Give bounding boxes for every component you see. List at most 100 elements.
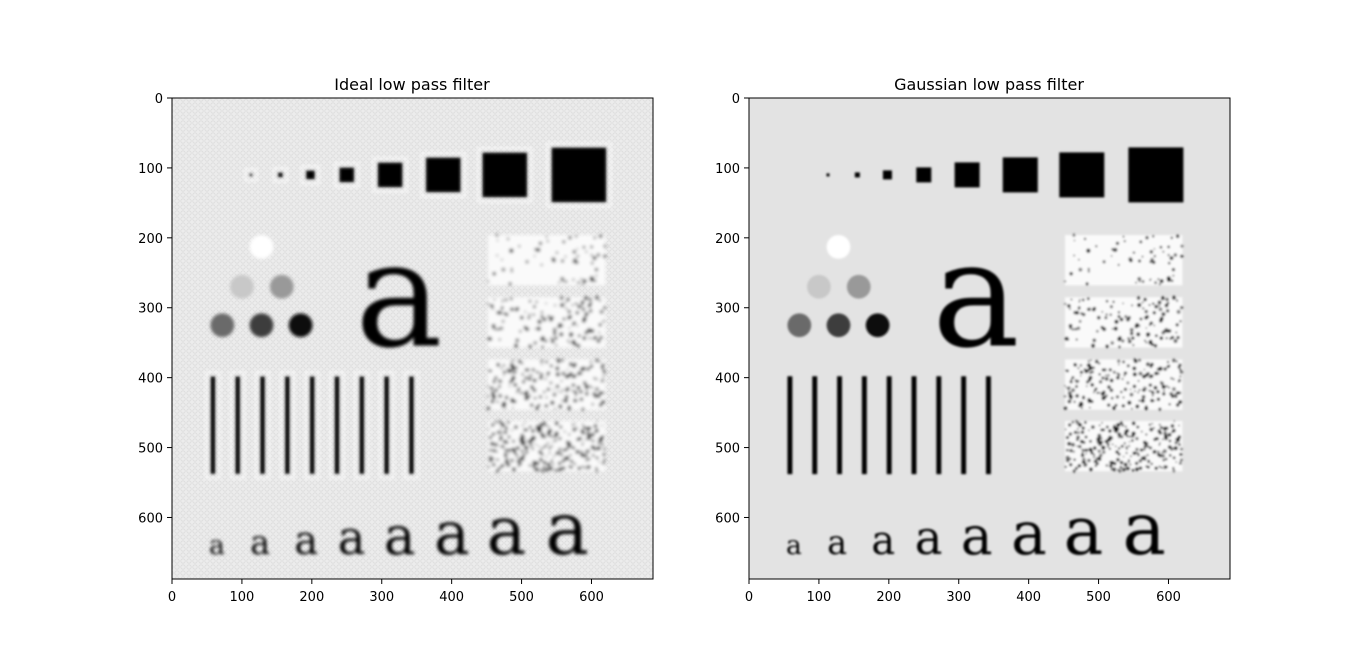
circle-4 bbox=[210, 313, 235, 338]
circle-5 bbox=[826, 313, 851, 338]
bar-7 bbox=[936, 376, 942, 475]
axes-frame bbox=[171, 97, 654, 580]
x-tick-label: 500 bbox=[509, 590, 534, 605]
x-tick-label: 400 bbox=[439, 590, 464, 605]
bar-5 bbox=[309, 376, 315, 475]
small-letter-2: a bbox=[250, 523, 270, 562]
x-tick-label: 300 bbox=[369, 590, 394, 605]
small-letter-1: a bbox=[209, 530, 225, 561]
square-4 bbox=[339, 167, 355, 183]
small-letter-8: a bbox=[545, 487, 589, 572]
circle-3 bbox=[846, 274, 871, 299]
x-tick-label: 200 bbox=[299, 590, 324, 605]
bar-3 bbox=[837, 376, 842, 475]
small-letter-7: a bbox=[487, 492, 527, 570]
x-tick-label: 100 bbox=[229, 590, 254, 605]
large-letter: a bbox=[932, 209, 1020, 380]
y-tick-label: 0 bbox=[155, 92, 163, 107]
bar-3 bbox=[260, 376, 265, 475]
x-tick-label: 0 bbox=[168, 590, 176, 605]
bar-5 bbox=[886, 376, 892, 475]
y-tick-label: 600 bbox=[138, 511, 163, 526]
y-tick-label: 200 bbox=[715, 232, 740, 247]
x-tick-label: 0 bbox=[745, 590, 753, 605]
x-tick-label: 600 bbox=[579, 590, 604, 605]
bar-8 bbox=[384, 376, 390, 475]
square-7 bbox=[482, 152, 528, 198]
bar-1 bbox=[210, 376, 216, 475]
y-tick-label: 100 bbox=[138, 162, 163, 177]
small-letter-8: a bbox=[1122, 487, 1166, 572]
square-7 bbox=[1059, 152, 1105, 198]
y-tick-label: 0 bbox=[732, 92, 740, 107]
circle-4 bbox=[787, 313, 812, 338]
bar-6 bbox=[911, 376, 917, 475]
x-tick-label: 500 bbox=[1086, 590, 1111, 605]
noise-rect-3 bbox=[486, 358, 607, 411]
bar-7 bbox=[359, 376, 365, 475]
y-tick-label: 300 bbox=[715, 302, 740, 317]
bar-6 bbox=[334, 376, 340, 475]
noise-rect-1 bbox=[486, 233, 607, 286]
square-1 bbox=[249, 173, 253, 177]
circle-1 bbox=[249, 235, 274, 259]
square-5 bbox=[377, 162, 403, 188]
square-2 bbox=[854, 172, 860, 178]
small-letter-7: a bbox=[1064, 492, 1104, 570]
x-tick-label: 100 bbox=[806, 590, 831, 605]
axes-frame bbox=[748, 97, 1231, 580]
y-tick-label: 600 bbox=[715, 511, 740, 526]
bar-9 bbox=[409, 376, 414, 475]
bar-4 bbox=[284, 376, 290, 475]
square-1 bbox=[826, 173, 830, 177]
y-tick-label: 200 bbox=[138, 232, 163, 247]
bar-8 bbox=[961, 376, 967, 475]
noise-rect-2 bbox=[486, 295, 607, 349]
y-tick-label: 400 bbox=[715, 372, 740, 387]
square-8 bbox=[551, 147, 607, 203]
square-8 bbox=[1128, 147, 1184, 203]
noise-rect-4 bbox=[1064, 420, 1184, 473]
circle-3 bbox=[269, 274, 294, 299]
square-3 bbox=[305, 170, 315, 180]
small-letter-6: a bbox=[1011, 500, 1047, 569]
small-letter-6: a bbox=[434, 500, 470, 569]
square-6 bbox=[1002, 157, 1038, 193]
circle-1 bbox=[826, 235, 851, 259]
x-tick-label: 600 bbox=[1156, 590, 1181, 605]
circle-2 bbox=[230, 274, 254, 299]
square-3 bbox=[882, 170, 892, 180]
square-4 bbox=[916, 167, 932, 183]
circle-2 bbox=[807, 274, 831, 299]
panel-ideal: Ideal low pass filter aa a a a a a a a 0 100 200 3… bbox=[138, 75, 654, 605]
small-letter-2: a bbox=[827, 523, 847, 562]
small-letter-5: a bbox=[961, 505, 993, 567]
y-axis: 0 100 200 300 400 500 600 bbox=[138, 92, 172, 526]
small-letter-4: a bbox=[338, 511, 366, 565]
y-tick-label: 500 bbox=[138, 442, 163, 457]
y-tick-label: 100 bbox=[715, 162, 740, 177]
panel-title: Ideal low pass filter bbox=[334, 75, 490, 94]
noise-rect-4 bbox=[487, 420, 607, 473]
circle-6 bbox=[865, 313, 890, 338]
bar-2 bbox=[812, 376, 818, 475]
filtered-image: aa a a a a a a a bbox=[205, 142, 612, 572]
panel-title: Gaussian low pass filter bbox=[894, 75, 1084, 94]
x-tick-label: 200 bbox=[876, 590, 901, 605]
x-axis: 0 100 200 300 400 500 600 bbox=[745, 579, 1181, 605]
x-axis: 0 100 200 300 400 500 600 bbox=[168, 579, 604, 605]
y-tick-label: 300 bbox=[138, 302, 163, 317]
large-letter: a bbox=[355, 209, 443, 380]
noise-rect-3 bbox=[1063, 358, 1184, 411]
bar-9 bbox=[986, 376, 991, 475]
square-2 bbox=[277, 172, 283, 178]
noise-rect-2 bbox=[1063, 295, 1184, 349]
bar-4 bbox=[861, 376, 867, 475]
bar-2 bbox=[235, 376, 241, 475]
noise-rect-1 bbox=[1063, 233, 1184, 286]
y-tick-label: 500 bbox=[715, 442, 740, 457]
circle-6 bbox=[288, 313, 313, 338]
small-letter-4: a bbox=[915, 511, 943, 565]
y-tick-label: 400 bbox=[138, 372, 163, 387]
